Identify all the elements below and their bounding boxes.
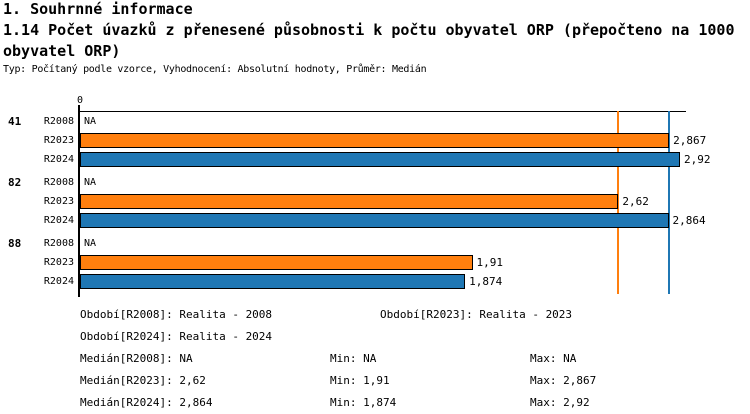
- bar-zone: 2,864: [80, 211, 750, 230]
- series-label: R2024: [43, 215, 74, 226]
- series-label: R2023: [43, 257, 74, 268]
- legend-period-1: Období[R2023]: Realita - 2023: [380, 308, 573, 321]
- chart-group-88: 88 R2008 NA R2023 1,91 R2024 1,874: [0, 234, 750, 291]
- chart-row-41-R2023: R2023 2,867: [0, 131, 750, 150]
- chart-meta-line: Typ: Počítaný podle vzorce, Vyhodnocení:…: [3, 64, 427, 75]
- legend: Období[R2008]: Realita - 2008 Období[R202…: [0, 300, 750, 414]
- axis-zero-tick-label: 0: [76, 95, 84, 106]
- bar-zone: 2,92: [80, 150, 750, 169]
- chart-title-line1: 1.14 Počet úvazků z přenesené působnosti…: [3, 21, 735, 39]
- legend-stat-r2-c2: Max: 2,92: [530, 396, 590, 409]
- bar-value-label: 1,91: [476, 256, 504, 269]
- na-value-label: NA: [84, 238, 97, 249]
- bar-R2023-88: [80, 255, 473, 270]
- chart-row-41-R2008: 41 R2008 NA: [0, 112, 750, 131]
- legend-period-0: Období[R2008]: Realita - 2008: [80, 308, 273, 321]
- series-label: R2024: [43, 276, 74, 287]
- bar-R2023-41: [80, 133, 670, 148]
- bar-zone: NA: [80, 173, 750, 192]
- bar-value-label: 2,864: [672, 214, 706, 227]
- na-value-label: NA: [84, 116, 97, 127]
- series-label: R2008: [43, 177, 74, 188]
- chart-group-41: 41 R2008 NA R2023 2,867 R2024 2,92: [0, 112, 750, 169]
- bar-zone: 1,874: [80, 272, 750, 291]
- chart-row-88-R2023: R2023 1,91: [0, 253, 750, 272]
- legend-stat-r1-c1: Min: 1,91: [330, 374, 390, 387]
- series-label: R2023: [43, 196, 74, 207]
- chart-title-line2: obyvatel ORP): [3, 42, 121, 60]
- chart-canvas: 0 41 R2008 NA R2023 2,867 R2024 2,92 82 R2008 NA R…: [0, 95, 750, 297]
- series-label: R2024: [43, 154, 74, 165]
- legend-stat-r0-c1: Min: NA: [330, 352, 377, 365]
- bar-zone: 2,62: [80, 192, 750, 211]
- bar-R2024-82: [80, 213, 669, 228]
- bar-zone: NA: [80, 112, 750, 131]
- legend-stat-r0-c0: Medián[R2008]: NA: [80, 352, 193, 365]
- category-label: 82: [8, 176, 22, 189]
- range-axis-line: [80, 111, 686, 112]
- bar-R2024-41: [80, 152, 681, 167]
- legend-stat-r1-c2: Max: 2,867: [530, 374, 597, 387]
- bar-zone: 2,867: [80, 131, 750, 150]
- bar-value-label: 2,92: [684, 153, 711, 166]
- legend-stat-r2-c0: Medián[R2024]: 2,864: [80, 396, 213, 409]
- chart-row-88-R2024: R2024 1,874: [0, 272, 750, 291]
- section-title: 1. Souhrnné informace: [3, 0, 193, 18]
- chart-row-88-R2008: 88 R2008 NA: [0, 234, 750, 253]
- bar-zone: NA: [80, 234, 750, 253]
- legend-stat-r0-c2: Max: NA: [530, 352, 577, 365]
- chart-row-82-R2023: R2023 2,62: [0, 192, 750, 211]
- chart-group-82: 82 R2008 NA R2023 2,62 R2024 2,864: [0, 173, 750, 230]
- reference-line-R2024-median: [667, 111, 670, 294]
- category-label: 41: [8, 115, 22, 128]
- chart-row-82-R2008: 82 R2008 NA: [0, 173, 750, 192]
- reference-line-R2023-median: [617, 111, 620, 294]
- chart-row-41-R2024: R2024 2,92: [0, 150, 750, 169]
- series-label: R2008: [43, 238, 74, 249]
- legend-stat-r2-c1: Min: 1,874: [330, 396, 397, 409]
- bar-R2024-88: [80, 274, 466, 289]
- domain-axis-line: [78, 105, 80, 297]
- legend-period-2: Období[R2024]: Realita - 2024: [80, 330, 273, 343]
- bar-value-label: 2,62: [622, 195, 649, 208]
- legend-stat-r1-c0: Medián[R2023]: 2,62: [80, 374, 206, 387]
- series-label: R2023: [43, 135, 74, 146]
- category-label: 88: [8, 237, 22, 250]
- series-label: R2008: [43, 116, 74, 127]
- chart-row-82-R2024: R2024 2,864: [0, 211, 750, 230]
- bar-R2023-82: [80, 194, 619, 209]
- bar-value-label: 2,867: [673, 134, 707, 147]
- bar-zone: 1,91: [80, 253, 750, 272]
- na-value-label: NA: [84, 177, 97, 188]
- bar-value-label: 1,874: [469, 275, 503, 288]
